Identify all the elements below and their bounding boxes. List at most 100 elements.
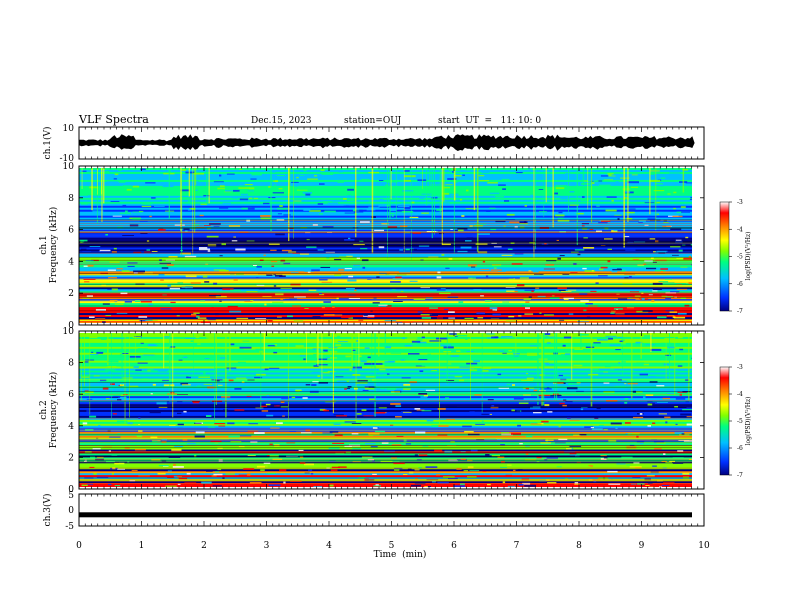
- spec1-row: [79, 233, 692, 236]
- spec1-speckle: [346, 199, 356, 202]
- spec2-speckle: [108, 450, 111, 452]
- spec2-speckle: [318, 358, 328, 360]
- spec1-speckle: [592, 182, 595, 184]
- spec1-speckle: [583, 180, 588, 182]
- spec2-streak: [84, 333, 85, 386]
- spec1-speckle: [236, 251, 245, 253]
- spec1-speckle: [582, 267, 587, 270]
- spec2-speckle: [544, 404, 550, 407]
- spec1-speckle: [187, 200, 192, 202]
- x-tick-label-9: 9: [639, 541, 645, 551]
- spec2-speckle: [562, 404, 567, 407]
- spec2-speckle: [312, 381, 319, 383]
- spec2-speckle: [160, 356, 166, 358]
- spec1-line: [79, 231, 692, 233]
- spec2-speckle: [383, 374, 387, 376]
- spec2-speckle: [390, 457, 397, 459]
- spec2-speckle: [399, 344, 405, 345]
- spec1-speckle: [80, 268, 86, 270]
- spec1-speckle: [363, 314, 368, 316]
- spec2-speckle: [216, 371, 219, 373]
- spec1-speckle: [618, 169, 627, 171]
- x-tick-label-8: 8: [576, 541, 582, 551]
- spec1-speckle: [532, 270, 539, 273]
- spec1-speckle: [586, 316, 591, 318]
- spec2-speckle: [156, 402, 167, 405]
- spec2-speckle: [317, 375, 320, 377]
- spec1-line: [79, 286, 692, 288]
- spec1-speckle: [445, 184, 453, 186]
- spec1-speckle: [639, 266, 649, 267]
- spec1-speckle: [253, 197, 258, 199]
- spec1-streak: [101, 168, 102, 195]
- spec1-speckle: [219, 299, 222, 302]
- spec1-row: [79, 177, 692, 181]
- spec1-speckle: [528, 168, 532, 170]
- spec1-speckle: [613, 230, 618, 232]
- spec1-speckle: [239, 170, 242, 172]
- spec2-speckle: [289, 430, 297, 432]
- spec2-speckle: [325, 401, 336, 403]
- spec1-speckle: [185, 275, 197, 278]
- spec2-speckle: [390, 352, 402, 354]
- spec1-speckle: [378, 246, 385, 249]
- spec2-speckle: [416, 409, 425, 411]
- spec2-speckle: [206, 415, 212, 417]
- spec2-speckle: [498, 350, 504, 352]
- spec1-row: [79, 223, 692, 226]
- spec1-speckle: [232, 197, 239, 199]
- spec1-speckle: [493, 267, 497, 269]
- spec2-speckle: [356, 389, 361, 391]
- spec2-speckle: [274, 405, 280, 407]
- spec1-streak: [390, 168, 392, 200]
- spec2-speckle: [210, 440, 222, 442]
- spec2-line: [79, 418, 692, 420]
- spec2-speckle: [666, 393, 674, 394]
- spec2-speckle: [624, 383, 627, 385]
- spec1-speckle: [583, 237, 588, 239]
- spec2-speckle: [657, 402, 668, 403]
- spec2-streak: [332, 333, 334, 414]
- spec2-speckle: [658, 413, 667, 415]
- spec2-speckle: [647, 425, 651, 427]
- spec2-speckle: [89, 336, 98, 339]
- spec1-speckle: [671, 305, 676, 306]
- spec2-speckle: [609, 344, 621, 347]
- spec1-speckle: [86, 295, 93, 297]
- spec1-speckle: [192, 315, 200, 317]
- spec1-speckle: [569, 204, 579, 206]
- spec1-speckle: [361, 178, 370, 181]
- spec1-speckle: [457, 183, 468, 185]
- spec1-speckle: [140, 168, 146, 171]
- spec2-speckle: [235, 377, 247, 379]
- spec2-speckle: [639, 373, 648, 376]
- spec2-speckle: [435, 337, 448, 340]
- spec2-speckle: [508, 350, 512, 352]
- spec2-speckle: [157, 473, 166, 475]
- spec2-speckle: [349, 380, 360, 382]
- spec2-speckle: [362, 389, 369, 391]
- spec1-speckle: [488, 180, 500, 182]
- spec1-line: [79, 291, 692, 293]
- ch3-waveform-panel: 5 0 -5 ch.3(V): [42, 491, 705, 532]
- ch1-ytick-top: 10: [63, 124, 75, 134]
- spec2-speckle: [243, 347, 256, 350]
- spec1-speckle: [400, 225, 408, 227]
- spec1-speckle: [255, 318, 267, 320]
- spec2-speckle: [267, 455, 270, 456]
- spec2-speckle: [91, 351, 94, 353]
- spec1-row: [79, 295, 692, 298]
- spec2-speckle: [354, 484, 362, 486]
- spec1-speckle: [291, 181, 299, 183]
- spec1-line: [79, 225, 692, 227]
- spec2-speckle: [677, 391, 687, 393]
- spec1-speckle: [672, 254, 679, 256]
- spec1-speckle: [183, 228, 190, 230]
- spec1-speckle: [302, 192, 312, 194]
- spec1-speckle: [606, 175, 616, 177]
- spec1-speckle: [158, 229, 166, 231]
- spec2-speckle: [374, 365, 385, 367]
- spec2-speckle: [212, 485, 222, 487]
- spec1-speckle: [314, 175, 318, 177]
